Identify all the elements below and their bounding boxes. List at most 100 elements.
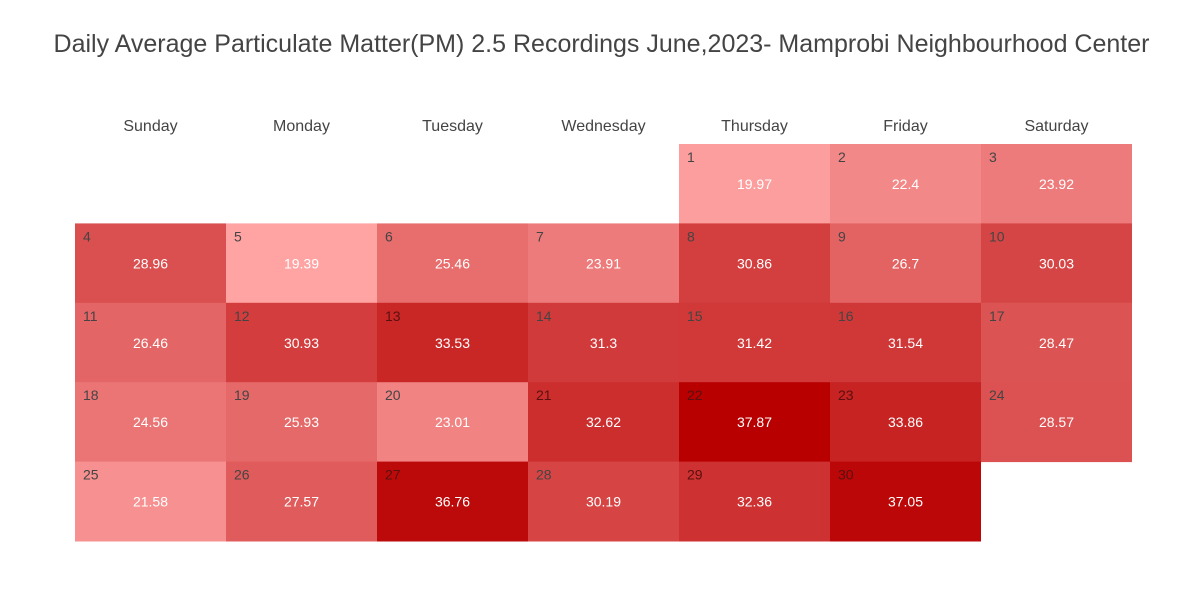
day-cell-rect [226, 302, 377, 383]
day-cell-rect [830, 302, 981, 383]
day-number: 23 [838, 387, 854, 403]
day-number: 8 [687, 228, 695, 244]
day-number: 27 [385, 467, 401, 483]
day-number: 18 [83, 387, 99, 403]
value-label: 37.05 [888, 494, 923, 510]
value-label: 23.91 [586, 255, 621, 271]
value-label: 19.39 [284, 255, 319, 271]
day-number: 22 [687, 387, 703, 403]
day-cell-22: 22 37.87 [679, 382, 830, 463]
weekday-label-monday: Monday [273, 118, 330, 135]
weekday-label-thursday: Thursday [721, 118, 788, 135]
day-number: 24 [989, 387, 1005, 403]
day-cell-27: 27 36.76 [377, 461, 528, 542]
value-label: 28.96 [133, 255, 168, 271]
value-label: 31.3 [590, 335, 617, 351]
day-cell-9: 926.7 [830, 223, 981, 304]
day-cell-rect [830, 461, 981, 542]
day-cell-8: 830.86 [679, 223, 830, 304]
day-cell-rect [528, 223, 679, 304]
day-cell-rect [75, 382, 226, 463]
value-label: 23.01 [435, 414, 470, 430]
day-cell-24: 24 28.57 [981, 382, 1132, 463]
day-cell-29: 29 32.36 [679, 461, 830, 542]
day-cell-16: 16 31.54 [830, 302, 981, 383]
day-cell-3: 323.92 [981, 144, 1132, 224]
value-label: 25.93 [284, 414, 319, 430]
day-cell-28: 28 30.19 [528, 461, 679, 542]
value-label: 31.42 [737, 335, 772, 351]
value-label: 23.92 [1039, 176, 1074, 192]
day-cell-rect [528, 302, 679, 383]
day-cell-rect [226, 461, 377, 542]
value-label: 30.03 [1039, 255, 1074, 271]
value-label: 28.47 [1039, 335, 1074, 351]
day-cell-rect [679, 302, 830, 383]
day-cell-rect [528, 461, 679, 542]
calendar-cells: 119.97222.4323.92428.96519.39625.46723.9… [75, 144, 1132, 542]
day-cell-rect [830, 223, 981, 304]
day-number: 7 [536, 228, 544, 244]
weekday-label-friday: Friday [883, 118, 927, 135]
day-number: 25 [83, 467, 99, 483]
value-label: 19.97 [737, 176, 772, 192]
weekday-label-tuesday: Tuesday [422, 118, 483, 135]
day-number: 6 [385, 228, 393, 244]
day-number: 13 [385, 308, 401, 324]
day-number: 5 [234, 228, 242, 244]
day-cell-rect [981, 223, 1132, 304]
day-cell-26: 26 27.57 [226, 461, 377, 542]
day-cell-15: 15 31.42 [679, 302, 830, 383]
day-cell-2: 222.4 [830, 144, 981, 224]
day-number: 10 [989, 228, 1005, 244]
day-number: 30 [838, 467, 854, 483]
day-number: 14 [536, 308, 552, 324]
day-cell-25: 25 21.58 [75, 461, 226, 542]
day-number: 11 [83, 308, 98, 324]
day-cell-30: 30 37.05 [830, 461, 981, 542]
day-cell-rect [679, 144, 830, 224]
day-cell-rect [377, 461, 528, 542]
value-label: 21.58 [133, 494, 168, 510]
value-label: 32.36 [737, 494, 772, 510]
weekday-label-wednesday: Wednesday [561, 118, 645, 135]
day-number: 12 [234, 308, 250, 324]
value-label: 36.76 [435, 494, 470, 510]
day-cell-19: 19 25.93 [226, 382, 377, 463]
value-label: 27.57 [284, 494, 319, 510]
day-cell-13: 13 33.53 [377, 302, 528, 383]
value-label: 33.86 [888, 414, 923, 430]
day-cell-rect [226, 382, 377, 463]
day-cell-rect [679, 223, 830, 304]
day-number: 2 [838, 149, 846, 165]
day-cell-14: 14 31.3 [528, 302, 679, 383]
day-cell-10: 10 30.03 [981, 223, 1132, 304]
day-cell-rect [377, 302, 528, 383]
day-number: 16 [838, 308, 854, 324]
day-cell-rect [75, 302, 226, 383]
day-cell-rect [679, 461, 830, 542]
day-cell-rect [830, 382, 981, 463]
day-cell-17: 17 28.47 [981, 302, 1132, 383]
day-cell-rect [75, 461, 226, 542]
value-label: 31.54 [888, 335, 923, 351]
value-label: 22.4 [892, 176, 919, 192]
day-number: 1 [687, 149, 695, 165]
day-number: 21 [536, 387, 552, 403]
day-number: 4 [83, 228, 91, 244]
day-cell-11: 11 26.46 [75, 302, 226, 383]
day-cell-rect [981, 382, 1132, 463]
day-cell-18: 18 24.56 [75, 382, 226, 463]
weekday-label-saturday: Saturday [1024, 118, 1088, 135]
weekday-label-sunday: Sunday [123, 118, 177, 135]
day-cell-12: 12 30.93 [226, 302, 377, 383]
day-cell-rect [528, 382, 679, 463]
day-cell-rect [679, 382, 830, 463]
value-label: 32.62 [586, 414, 621, 430]
value-label: 30.93 [284, 335, 319, 351]
value-label: 26.7 [892, 255, 919, 271]
day-number: 15 [687, 308, 703, 324]
chart-title: Daily Average Particulate Matter(PM) 2.5… [53, 30, 1150, 58]
day-number: 29 [687, 467, 703, 483]
value-label: 24.56 [133, 414, 168, 430]
